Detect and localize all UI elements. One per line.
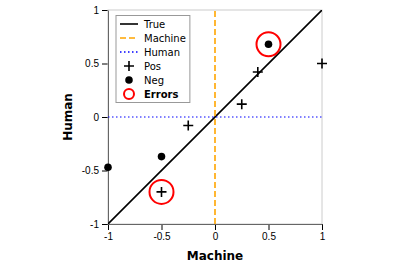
legend-label: Neg [144,75,164,86]
tick-label: 0.5 [85,58,99,69]
lines [108,10,322,224]
line [108,116,322,117]
tick-mark [162,224,163,230]
legend-symbol-shape [125,76,133,84]
tick-label: 0 [213,231,219,242]
legend-symbol [124,61,134,71]
tick-mark [102,224,108,225]
axis-line [109,225,323,231]
tick-mark [269,224,270,230]
legend-item: Errors [124,89,178,100]
tick-label: 1 [320,231,326,242]
marker-shape [158,153,166,161]
point [104,164,112,172]
tick-label: -1 [104,231,113,242]
tick-label: -0.5 [82,165,100,176]
point [237,99,247,109]
tick: 0.5 [262,224,276,242]
tick-label: 1 [93,5,99,16]
tick: 0 [93,112,108,123]
tick-label: -1 [90,219,99,230]
tick: 1 [93,5,108,16]
legend-label: Machine [144,33,186,44]
x-axis: -1 -0.5 0 0.5 1 [104,224,326,242]
legend-symbol [124,89,134,99]
legend-symbol-shape [124,61,134,71]
tick-mark [102,117,108,118]
marker-shape [104,164,112,172]
y-axis: -1 -0.5 0 0.5 1 [82,5,109,230]
marker-shape [183,121,193,131]
tick-mark [102,64,108,65]
point [158,153,166,161]
point [253,67,263,77]
tick-mark [322,224,323,230]
legend-frame [116,16,190,103]
legend-symbol [120,51,138,53]
tick-label: 0 [93,112,99,123]
tick: 0.5 [85,58,108,69]
legend-item: Neg [125,75,164,86]
legend: True Machine Human Pos Neg Errors [116,16,190,103]
tick-mark [102,10,108,11]
marker-shape [150,180,174,204]
marker-shape [317,59,327,69]
point [317,59,327,69]
tick: -0.5 [82,165,108,176]
line [214,10,216,224]
marker-shape [253,67,263,77]
legend-item: Machine [120,33,186,44]
chart: -1 -0.5 0 0.5 1 -1 -0.5 0 0.5 1 True Machine Human Po… [0,0,409,266]
marker-shape [257,32,281,56]
point [183,121,193,131]
plot-frame [108,10,322,224]
error-ring [257,32,281,56]
tick: 0 [213,224,219,242]
point [157,187,167,197]
tick: -1 [90,219,108,230]
tick: -0.5 [153,224,171,242]
legend-symbol [120,37,138,39]
tick-label: -0.5 [153,231,171,242]
legend-symbol [125,76,133,84]
x-axis-title: Machine [187,249,244,263]
legend-label: Errors [144,89,178,100]
legend-symbol-shape [124,89,134,99]
legend-label: Pos [144,61,161,72]
legend-label: Human [144,47,180,58]
line [108,10,322,224]
error-ring [150,180,174,204]
tick: 1 [320,224,326,242]
marker-shape [237,99,247,109]
marker-shape [265,40,273,48]
tick: -1 [104,224,113,242]
legend-symbol [120,23,138,25]
y-axis-title: Human [61,93,75,141]
point [265,40,273,48]
tick-mark [215,224,216,230]
legend-item: Pos [124,61,161,72]
legend-item: True [120,19,165,30]
plot: -1 -0.5 0 0.5 1 -1 -0.5 0 0.5 1 True Machine Human Po… [82,5,327,242]
legend-label: True [143,19,165,30]
marker-shape [157,187,167,197]
legend-item: Human [120,47,180,58]
tick-label: 0.5 [262,231,276,242]
